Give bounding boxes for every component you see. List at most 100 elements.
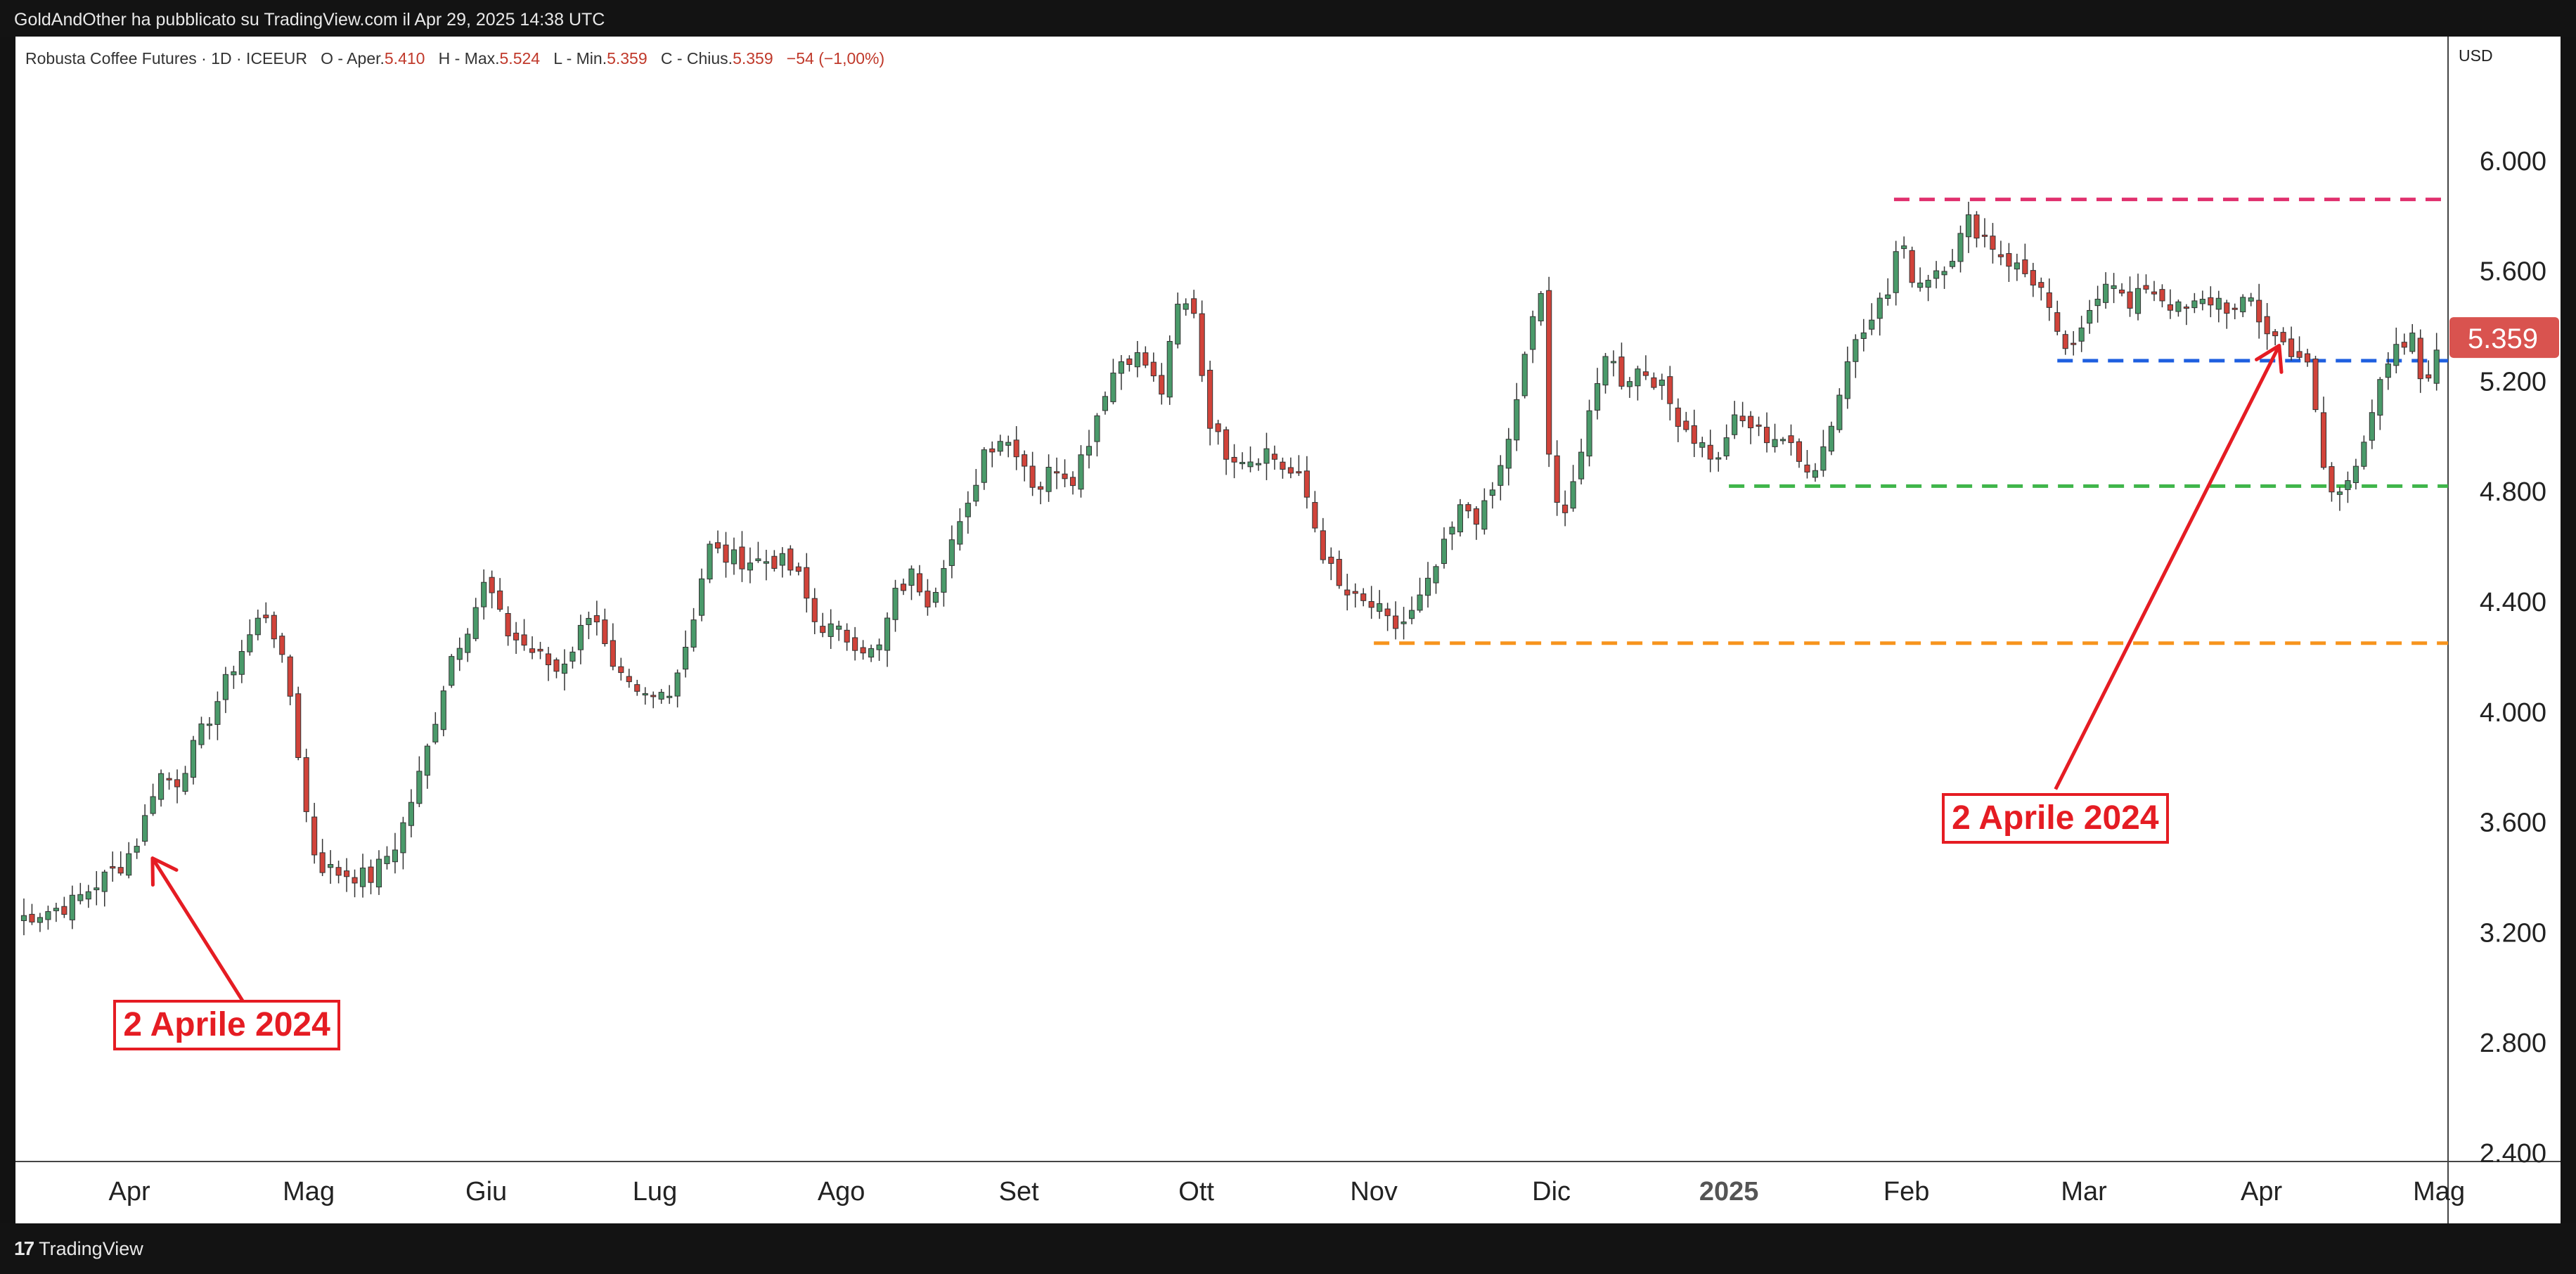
candle[interactable] — [206, 716, 213, 740]
candle[interactable] — [650, 691, 657, 709]
candle[interactable] — [400, 816, 406, 870]
candle[interactable] — [287, 655, 293, 706]
candle[interactable] — [755, 541, 761, 563]
candle[interactable] — [432, 712, 439, 745]
candle[interactable] — [634, 679, 640, 696]
candle[interactable] — [2111, 273, 2117, 304]
candle[interactable] — [311, 802, 318, 864]
candle[interactable] — [20, 898, 27, 936]
candle[interactable] — [2256, 283, 2262, 339]
candle[interactable] — [1296, 455, 1302, 476]
candle[interactable] — [1150, 352, 1157, 382]
candle[interactable] — [2119, 283, 2125, 297]
candle[interactable] — [1481, 488, 1488, 535]
candle[interactable] — [1368, 586, 1374, 619]
candle[interactable] — [2062, 330, 2068, 355]
candle[interactable] — [472, 598, 479, 642]
candle[interactable] — [1546, 276, 1552, 468]
candle[interactable] — [1183, 298, 1189, 316]
candle[interactable] — [1441, 527, 1448, 569]
candle[interactable] — [707, 541, 713, 584]
candle[interactable] — [384, 846, 390, 870]
candle[interactable] — [892, 579, 899, 632]
candle[interactable] — [1191, 290, 1197, 318]
candle[interactable] — [505, 606, 511, 646]
candle[interactable] — [1562, 490, 1569, 527]
candle[interactable] — [2369, 399, 2375, 449]
candle[interactable] — [1756, 416, 1762, 437]
candle[interactable] — [2361, 435, 2367, 470]
candle[interactable] — [1594, 368, 1601, 420]
candle[interactable] — [2167, 289, 2173, 319]
candle[interactable] — [2320, 397, 2327, 470]
candle[interactable] — [416, 756, 423, 807]
candle[interactable] — [1610, 350, 1617, 377]
candle[interactable] — [1990, 223, 1996, 264]
candle[interactable] — [1078, 445, 1084, 498]
chart-panel[interactable]: Apr Mag Giu Lug Ago Set Ott Nov Dic 2025 Feb Mar Apr… — [15, 37, 2561, 1223]
candle[interactable] — [1062, 459, 1068, 488]
candle[interactable] — [1118, 355, 1124, 390]
candle[interactable] — [1820, 430, 1827, 477]
candle[interactable] — [1134, 341, 1140, 378]
candle[interactable] — [537, 641, 543, 659]
candle[interactable] — [529, 636, 536, 659]
candle[interactable] — [1166, 335, 1173, 405]
candle[interactable] — [586, 611, 592, 640]
candle[interactable] — [1215, 420, 1221, 445]
candle[interactable] — [1981, 218, 1988, 247]
candle[interactable] — [941, 560, 947, 607]
candle[interactable] — [29, 903, 35, 925]
annotation-label[interactable]: 2 Aprile 2024 — [113, 999, 340, 1050]
candle[interactable] — [2433, 333, 2440, 391]
candle[interactable] — [739, 531, 745, 582]
candle[interactable] — [1691, 409, 1697, 458]
candle[interactable] — [2046, 278, 2052, 321]
candle[interactable] — [231, 665, 237, 689]
candle[interactable] — [1949, 249, 1956, 269]
candle[interactable] — [45, 906, 51, 930]
candle[interactable] — [1772, 423, 1778, 453]
candle[interactable] — [2288, 326, 2295, 361]
candle[interactable] — [1853, 334, 1859, 378]
candle[interactable] — [1836, 388, 1843, 433]
candle[interactable] — [2159, 284, 2165, 308]
candle[interactable] — [2191, 292, 2198, 314]
candle[interactable] — [860, 640, 866, 660]
candle[interactable] — [1231, 444, 1237, 479]
candle[interactable] — [368, 859, 374, 894]
candle[interactable] — [513, 622, 520, 655]
candle[interactable] — [182, 766, 188, 795]
candle[interactable] — [1022, 450, 1028, 482]
candle[interactable] — [335, 861, 342, 884]
candle[interactable] — [1013, 426, 1019, 470]
candle[interactable] — [1086, 430, 1093, 469]
candle[interactable] — [166, 772, 172, 790]
candle[interactable] — [593, 600, 600, 636]
candle[interactable] — [2385, 352, 2391, 390]
candle[interactable] — [642, 687, 648, 705]
candle[interactable] — [319, 839, 326, 877]
candle[interactable] — [1651, 372, 1657, 390]
candle[interactable] — [440, 686, 446, 737]
candle[interactable] — [247, 619, 253, 656]
candle[interactable] — [1683, 411, 1689, 432]
candle[interactable] — [142, 804, 148, 846]
candle[interactable] — [1400, 607, 1407, 640]
candle[interactable] — [1352, 583, 1358, 608]
candle[interactable] — [674, 669, 681, 708]
candle[interactable] — [1449, 521, 1455, 551]
candle[interactable] — [1844, 346, 1850, 409]
candle[interactable] — [1723, 424, 1730, 460]
candle[interactable] — [1675, 398, 1681, 442]
candle[interactable] — [1498, 455, 1504, 501]
candle[interactable] — [1860, 318, 1867, 352]
tradingview-logo[interactable]: 17 TradingView — [14, 1237, 143, 1260]
candle[interactable] — [932, 587, 939, 607]
candle[interactable] — [1917, 267, 1924, 292]
candle[interactable] — [2087, 300, 2093, 334]
candle[interactable] — [2232, 303, 2238, 320]
candle[interactable] — [94, 870, 100, 906]
candle[interactable] — [747, 547, 753, 584]
candle[interactable] — [683, 630, 689, 678]
